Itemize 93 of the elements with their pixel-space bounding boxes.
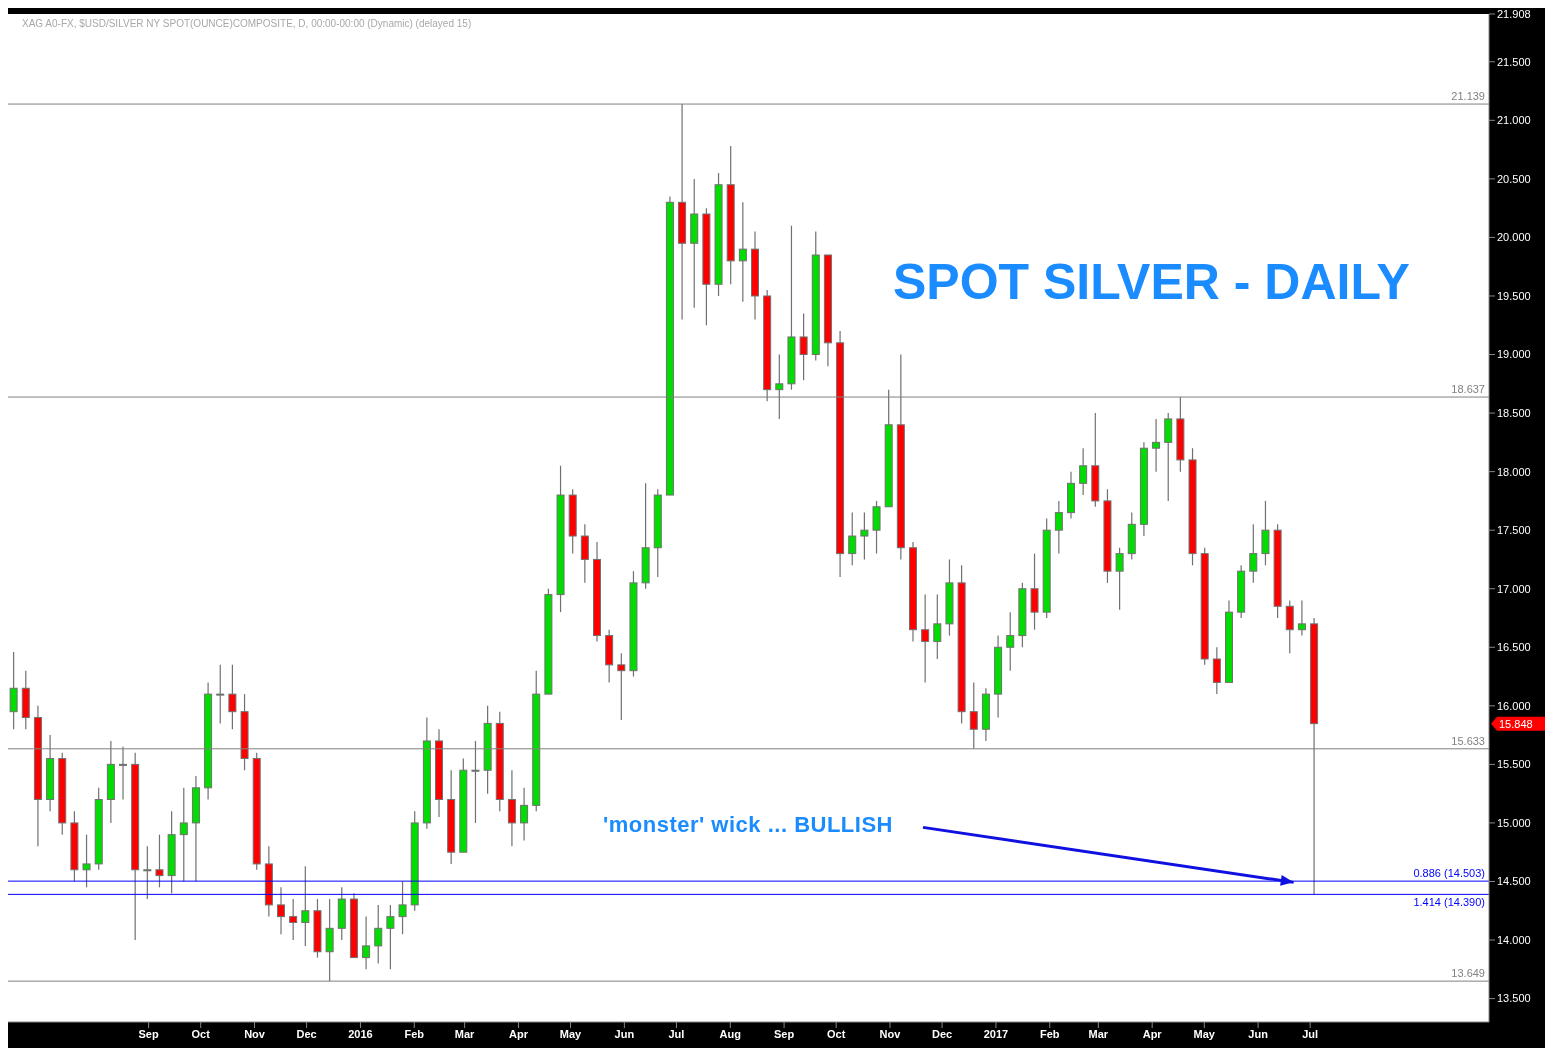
candlestick [969, 681, 978, 750]
candlestick [1079, 447, 1088, 496]
y-tick-label: 21.500 [1497, 55, 1531, 68]
x-tick-label: Apr [1142, 1027, 1163, 1040]
candlestick [1285, 599, 1294, 654]
y-tick-label: 15.500 [1497, 758, 1531, 771]
candlestick [799, 312, 808, 381]
candlestick [119, 746, 128, 801]
x-tick-label: Mar [454, 1027, 476, 1040]
x-tick-label: Sep [138, 1027, 159, 1040]
y-tick-label: 19.000 [1497, 348, 1531, 361]
candlestick [1115, 547, 1124, 611]
ref-line-label: 13.649 [1451, 967, 1485, 980]
candlestick [179, 787, 188, 883]
text: 15.848 [1499, 717, 1533, 730]
x-tick-label: Jul [1302, 1027, 1319, 1040]
candlestick [1297, 599, 1306, 637]
y-tick-label: 19.500 [1497, 289, 1531, 302]
candlestick [386, 904, 395, 970]
candlestick [580, 523, 589, 584]
y-tick-label: 18.000 [1497, 465, 1531, 478]
x-tick-label: Nov [244, 1027, 266, 1040]
x-tick-label: Oct [191, 1027, 211, 1040]
candlestick [301, 865, 310, 947]
candlestick [933, 593, 942, 660]
x-tick-label: Jun [1248, 1027, 1269, 1040]
x-tick-label: 2016 [348, 1027, 373, 1040]
candlestick [289, 898, 298, 941]
y-tick-label: 21.000 [1497, 114, 1531, 127]
candlestick [872, 500, 881, 555]
candlestick [1152, 418, 1161, 473]
candlestick [1261, 500, 1270, 566]
candlestick [848, 512, 857, 566]
y-tick-label: 17.500 [1497, 524, 1531, 537]
y-tick-label: 16.000 [1497, 699, 1531, 712]
y-tick-label: 21.908 [1497, 7, 1531, 20]
ref-line-label: 15.633 [1451, 734, 1485, 747]
candlestick [398, 880, 407, 935]
candlestick [277, 886, 286, 935]
y-tick-label: 18.500 [1497, 406, 1531, 419]
candlestick [921, 593, 930, 684]
ref-line-label: 21.139 [1451, 90, 1485, 103]
candlestick [216, 664, 225, 724]
candlestick [155, 834, 164, 888]
x-tick-label: Feb [404, 1027, 425, 1040]
candlestick [775, 353, 784, 420]
y-tick-label: 15.000 [1497, 816, 1531, 829]
x-tick-label: Mar [1088, 1027, 1109, 1040]
candlestick [325, 898, 334, 982]
ref-line-label: 0.886 (14.503) [1413, 867, 1485, 880]
y-tick-label: 20.500 [1497, 172, 1531, 185]
y-tick-label: 20.000 [1497, 231, 1531, 244]
candlestick [520, 787, 529, 842]
y-tick-label: 14.500 [1497, 875, 1531, 888]
candlestick [82, 834, 91, 888]
y-tick-label: 13.500 [1497, 992, 1531, 1005]
y-tick-label: 17.000 [1497, 582, 1531, 595]
chart-subtitle: XAG A0-FX, $USD/SILVER NY SPOT(OUNCE)COMPOSITE, D, 00:00-00:00 (Dynamic) (delayed 15) [22, 18, 472, 29]
candlestick [9, 651, 18, 730]
y-tick-label: 16.500 [1497, 641, 1531, 654]
x-tick-label: Oct [827, 1027, 846, 1040]
x-tick-label: Dec [296, 1027, 317, 1040]
candlestick [1030, 553, 1039, 631]
candlestick [738, 201, 747, 303]
x-tick-label: Jun [614, 1027, 635, 1040]
candlestick [1006, 611, 1015, 672]
x-tick-label: Feb [1039, 1027, 1060, 1040]
candlestick [1054, 500, 1063, 555]
ref-line-label: 1.414 (14.390) [1413, 896, 1485, 909]
x-tick-label: Dec [932, 1027, 953, 1040]
x-tick-label: Sep [774, 1027, 795, 1040]
candlestick [471, 740, 480, 824]
x-tick-label: 2017 [983, 1027, 1009, 1040]
candlestick [507, 769, 516, 847]
x-tick-label: May [559, 1027, 583, 1040]
candlestick [143, 845, 152, 900]
candlestick [228, 664, 237, 730]
y-tick-label: 14.000 [1497, 933, 1531, 946]
x-tick-label: Aug [719, 1027, 741, 1040]
x-tick-label: Jul [668, 1027, 685, 1040]
x-tick-label: Apr [508, 1027, 529, 1040]
annotation: 'monster' wick ... BULLISH [603, 812, 893, 838]
candlestick [362, 916, 371, 970]
candlestick [617, 652, 626, 721]
x-tick-label: May [1193, 1027, 1216, 1040]
candlestick [374, 904, 383, 965]
text: SPOT SILVER - DAILY [893, 253, 1410, 311]
candlestick [1212, 646, 1221, 695]
x-tick-label: Nov [879, 1027, 902, 1040]
candlestick [860, 512, 869, 561]
candlestick [1249, 523, 1258, 584]
ref-line-label: 18.637 [1451, 383, 1485, 396]
candlestick [1164, 412, 1173, 502]
